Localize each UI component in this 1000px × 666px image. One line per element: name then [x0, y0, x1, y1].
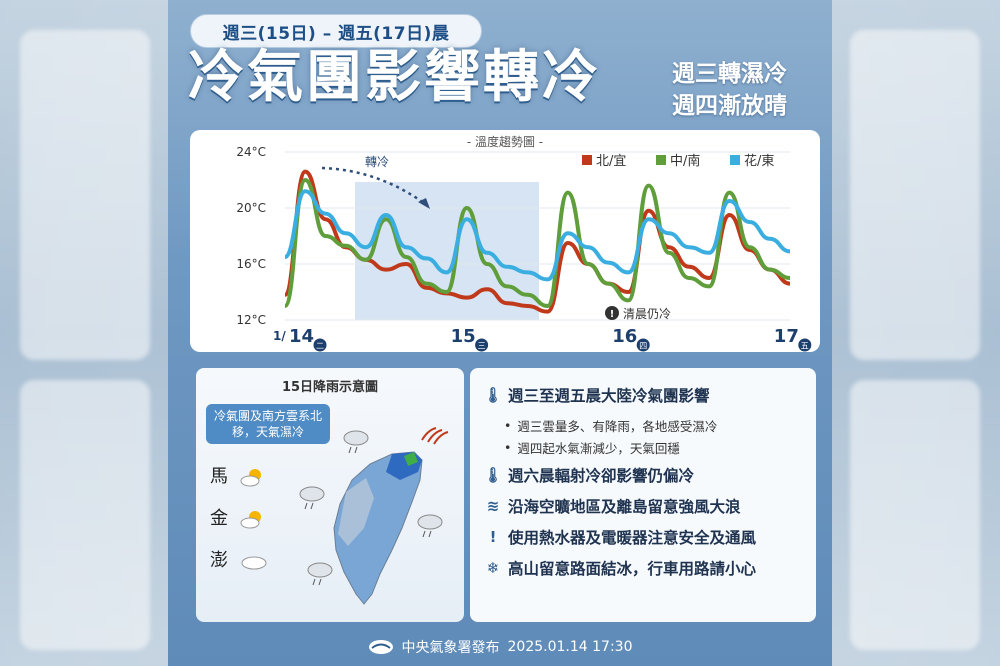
x-tick-prefix: 1/ — [273, 329, 286, 343]
partly-sunny-icon — [240, 469, 261, 487]
series-line — [283, 178, 791, 308]
temperature-chart: - 溫度趨勢圖 - 24°C 20°C 16°C 12°C 1/14 二 15 三 16 四 17… — [236, 134, 812, 352]
legend-label: 北/宜 — [596, 154, 626, 169]
legend-label: 花/東 — [744, 153, 774, 169]
weekday-badge — [475, 338, 489, 352]
island-kinmen: 金 — [210, 504, 266, 530]
x-tick-label: 15 — [451, 326, 476, 347]
y-tick-label: 20°C — [236, 201, 266, 215]
info-item-text: 使用熱水器及電暖器注意安全及通風 — [508, 529, 757, 547]
heaviest-rain-area — [404, 452, 418, 466]
cwa-logo-icon — [368, 640, 393, 654]
weekday-label: 二 — [316, 342, 324, 351]
rain-map-note: 冷氣團及南方雲系北移，天氣濕冷 — [206, 404, 330, 444]
thermometer-icon: 🌡 — [483, 386, 503, 404]
y-tick-label: 24°C — [236, 145, 266, 159]
x-tick-label: 14 — [289, 326, 314, 347]
x-tick-label: 16 — [612, 326, 637, 347]
poster-title: 冷氣團影響轉冷 — [188, 45, 601, 110]
alert-icon — [605, 306, 619, 320]
blurred-background-right — [832, 0, 1000, 666]
island-name: 金 — [210, 508, 228, 529]
rain-cloud-icon — [343, 430, 369, 454]
cloudy-icon — [241, 556, 267, 570]
bullet-dot-icon: • — [504, 418, 512, 433]
x-tick-label: 17 — [774, 326, 799, 347]
rain-map-card: 15日降雨示意圖 冷氣團及南方雲系北移，天氣濕冷 馬 金 澎 — [196, 368, 464, 622]
poster-subtitle: 週三轉濕冷 週四漸放晴 — [672, 58, 787, 122]
cold-morning-note: 清晨仍冷 — [623, 307, 671, 321]
weekday-label: 五 — [801, 342, 809, 351]
alert-icon-mark: ! — [610, 309, 615, 320]
rain-cloud-icon — [307, 562, 333, 586]
island-name: 澎 — [210, 550, 228, 571]
island-name: 馬 — [210, 466, 228, 487]
info-item: 🌡 週六晨輻射冷卻影響仍偏冷 — [483, 464, 695, 486]
warning-icon: ! — [489, 528, 497, 546]
info-bullet-text: 週四起水氣漸減少，天氣回穩 — [517, 441, 680, 456]
publisher: 中央氣象署發布 — [401, 640, 500, 656]
island-matsu: 馬 — [210, 462, 266, 488]
highlight-region — [355, 182, 539, 320]
info-bullet-text: 週三雲量多、有降雨，各地感受濕冷 — [517, 419, 718, 434]
publish-datetime: 2025.01.14 17:30 — [507, 639, 633, 655]
legend-swatch — [730, 155, 740, 165]
y-tick-label: 12°C — [236, 313, 266, 327]
island-penghu: 澎 — [210, 546, 268, 572]
y-tick-label: 16°C — [236, 257, 266, 271]
subtitle-line: 週三轉濕冷 — [672, 61, 787, 87]
weekday-badge — [636, 338, 650, 352]
bullet-dot-icon: • — [504, 440, 512, 455]
date-range-pill: 週三(15日) – 週五(17日)晨 — [190, 14, 482, 48]
info-bullet: • 週三雲量多、有降雨，各地感受濕冷 — [504, 416, 717, 435]
info-item-text: 週六晨輻射冷卻影響仍偏冷 — [508, 467, 695, 485]
temperature-chart-card: - 溫度趨勢圖 - 24°C 20°C 16°C 12°C 1/14 二 15 三 16 四 17… — [190, 130, 820, 352]
subtitle-line: 週四漸放晴 — [672, 93, 787, 119]
legend-swatch — [656, 155, 666, 165]
wind-icon — [421, 427, 449, 445]
rain-cloud-icon — [417, 514, 443, 538]
info-main: 🌡 週三至週五晨大陸冷氣團影響 — [483, 384, 710, 406]
weekday-label: 四 — [639, 342, 647, 351]
weekday-badge — [798, 338, 812, 352]
partly-sunny-icon — [240, 511, 261, 529]
info-item: ≋ 沿海空曠地區及離島留意強風大浪 — [484, 495, 741, 517]
info-item: ! 使用熱水器及電暖器注意安全及通風 — [484, 526, 756, 548]
info-item-text: 沿海空曠地區及離島留意強風大浪 — [508, 498, 741, 516]
weekday-label: 三 — [478, 342, 486, 351]
trend-label: 轉冷 — [365, 155, 389, 169]
thermometer-icon: 🌡 — [483, 466, 503, 484]
info-bullet: • 週四起水氣漸減少，天氣回穩 — [504, 438, 680, 457]
weather-poster: 週三(15日) – 週五(17日)晨 冷氣團影響轉冷 週三轉濕冷 週四漸放晴 -… — [168, 0, 832, 666]
trend-arrow — [321, 166, 429, 208]
series-line — [283, 189, 791, 282]
blurred-background-left — [0, 0, 168, 666]
chart-title: - 溫度趨勢圖 - — [467, 134, 543, 149]
trend-arrowhead — [418, 198, 430, 209]
wind-icon: ≋ — [486, 497, 500, 515]
rain-map-title: 15日降雨示意圖 — [281, 380, 379, 395]
weekday-badge — [313, 338, 327, 352]
taiwan-rain-map — [299, 427, 449, 605]
snowflake-icon: ❄ — [486, 559, 500, 577]
info-item: ❄ 高山留意路面結冰，行車用路請小心 — [484, 557, 756, 579]
info-card: 🌡 週三至週五晨大陸冷氣團影響 • 週三雲量多、有降雨，各地感受濕冷 • 週四起… — [470, 368, 816, 622]
info-main-text: 週三至週五晨大陸冷氣團影響 — [508, 387, 710, 405]
legend-label: 中/南 — [670, 153, 700, 169]
info-item-text: 高山留意路面結冰，行車用路請小心 — [508, 560, 757, 578]
rain-cloud-icon — [299, 486, 325, 510]
footer: 中央氣象署發布 2025.01.14 17:30 — [168, 632, 832, 662]
light-rain-area — [338, 478, 374, 546]
legend-swatch — [582, 155, 592, 165]
